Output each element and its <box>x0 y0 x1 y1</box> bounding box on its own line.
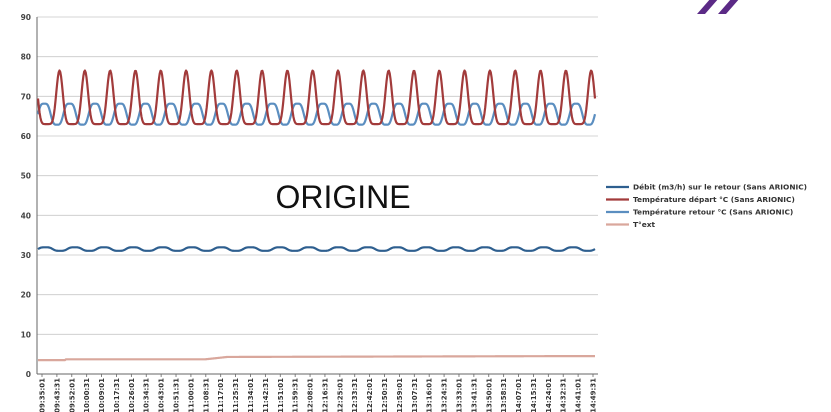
x-tick-label: 12:42:01 <box>366 378 374 412</box>
x-tick-label: 12:16:31 <box>321 378 329 412</box>
x-axis-tick-labels: 09:35:01 09:43:31 09:52:01 10:00:31 10:09:01… <box>39 378 598 412</box>
y-tick-label-20: 20 <box>21 291 31 300</box>
x-tick-label: 11:17:01 <box>217 378 225 412</box>
x-tick-label: 10:43:01 <box>158 378 166 412</box>
x-tick-label: 11:59:31 <box>292 378 300 412</box>
y-tick-label-50: 50 <box>21 172 31 181</box>
x-tick-label: 12:33:31 <box>351 378 359 412</box>
x-tick-label: 11:25:31 <box>232 378 240 412</box>
series-lines <box>36 69 597 362</box>
y-tick-label-10: 10 <box>21 330 31 339</box>
decor-stroke-right <box>718 0 739 14</box>
y-tick-label-90: 90 <box>21 13 31 22</box>
y-tick-label-40: 40 <box>21 211 31 220</box>
y-tick-label-30: 30 <box>21 251 31 260</box>
legend-label-4: T°ext <box>633 220 656 229</box>
corner-decoration <box>697 0 739 14</box>
y-axis-tick-labels: 0 10 20 30 40 50 60 70 80 90 <box>21 13 31 379</box>
x-tick-label: 13:50:01 <box>485 378 493 412</box>
x-tick-label: 11:00:01 <box>187 378 195 412</box>
x-tick-label: 09:52:01 <box>68 378 76 412</box>
decor-stroke-left <box>697 0 718 14</box>
x-tick-label: 11:34:01 <box>247 378 255 412</box>
legend: Débit (m3/h) sur le retour (Sans ARIONIC… <box>606 183 807 229</box>
x-tick-label: 10:17:31 <box>113 378 121 412</box>
axes <box>36 17 598 377</box>
gridlines <box>37 16 598 335</box>
x-tick-label: 14:24:01 <box>545 378 553 412</box>
x-tick-label: 11:51:01 <box>277 378 285 412</box>
x-tick-label: 12:25:01 <box>336 378 344 412</box>
series-line-3 <box>36 102 597 126</box>
x-tick-label: 10:26:01 <box>128 378 136 412</box>
series-line-1 <box>37 246 596 252</box>
x-tick-label: 11:42:31 <box>262 378 270 412</box>
x-tick-label: 13:33:01 <box>455 378 463 412</box>
x-tick-label: 12:59:01 <box>396 378 404 412</box>
legend-label-3: Température retour °C (Sans ARIONIC) <box>633 208 793 217</box>
x-tick-label: 14:49:31 <box>590 378 598 412</box>
x-tick-label: 10:00:31 <box>83 378 91 412</box>
x-tick-label: 09:43:31 <box>53 378 61 412</box>
y-tick-label-60: 60 <box>21 132 31 141</box>
x-tick-label: 12:08:01 <box>307 378 315 412</box>
x-tick-label: 13:41:31 <box>470 378 478 412</box>
overlay-label: ORIGINE <box>275 179 410 215</box>
x-tick-label: 14:41:01 <box>575 378 583 412</box>
x-tick-label: 12:50:31 <box>381 378 389 412</box>
x-tick-label: 13:16:01 <box>426 378 434 412</box>
y-tick-label-80: 80 <box>21 53 31 62</box>
x-tick-label: 13:07:31 <box>411 378 419 412</box>
x-tick-label: 14:07:01 <box>515 378 523 412</box>
x-tick-label: 14:15:31 <box>530 378 538 412</box>
y-tick-label-0: 0 <box>26 370 31 379</box>
legend-label-1: Débit (m3/h) sur le retour (Sans ARIONIC… <box>633 183 807 192</box>
x-tick-label: 10:09:01 <box>98 378 106 412</box>
x-tick-label: 10:34:31 <box>143 378 151 412</box>
legend-label-2: Température départ °C (Sans ARIONIC) <box>633 195 795 204</box>
x-tick-label: 09:35:01 <box>39 378 47 412</box>
series-line-2 <box>36 69 597 126</box>
x-tick-label: 10:51:31 <box>173 378 181 412</box>
series-line-4 <box>37 355 596 362</box>
x-tick-label: 14:32:31 <box>560 378 568 412</box>
x-tick-label: 13:58:31 <box>500 378 508 412</box>
x-tick-label: 13:24:31 <box>441 378 449 412</box>
y-tick-label-70: 70 <box>21 92 31 101</box>
x-tick-label: 11:08:31 <box>202 378 210 412</box>
